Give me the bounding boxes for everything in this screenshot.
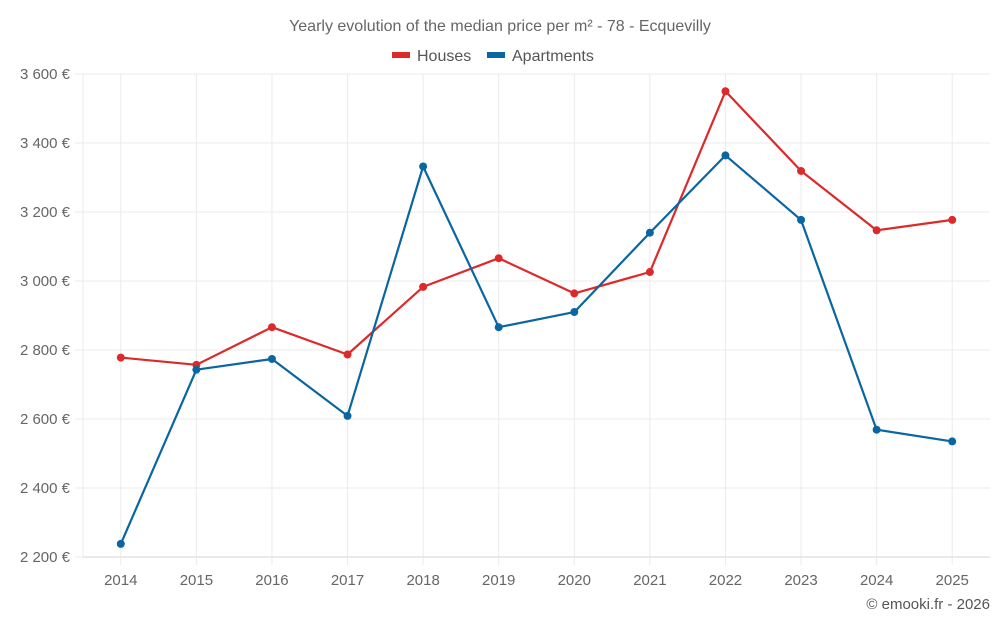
x-tick-label: 2014 xyxy=(104,572,137,589)
data-point-houses-2018[interactable] xyxy=(419,282,428,291)
data-point-houses-2017[interactable] xyxy=(343,350,352,359)
legend-label: Houses xyxy=(417,48,471,65)
x-tick-label: 2017 xyxy=(331,572,364,589)
y-tick-label: 3 200 € xyxy=(20,204,71,221)
x-tick-label: 2021 xyxy=(633,572,666,589)
x-tick-label: 2020 xyxy=(558,572,591,589)
data-point-houses-2014[interactable] xyxy=(116,353,125,362)
data-point-apartments-2016[interactable] xyxy=(267,354,276,363)
data-point-apartments-2018[interactable] xyxy=(419,162,428,171)
data-point-apartments-2021[interactable] xyxy=(645,228,654,237)
y-tick-label: 2 600 € xyxy=(20,411,71,428)
credit-text: © emooki.fr - 2026 xyxy=(866,596,990,613)
data-point-apartments-2024[interactable] xyxy=(872,425,881,434)
y-tick-label: 3 400 € xyxy=(20,135,71,152)
x-tick-label: 2018 xyxy=(406,572,439,589)
data-point-apartments-2019[interactable] xyxy=(494,323,503,332)
data-point-houses-2024[interactable] xyxy=(872,226,881,235)
chart-title: Yearly evolution of the median price per… xyxy=(289,18,711,35)
x-tick-label: 2022 xyxy=(709,572,742,589)
y-tick-label: 2 400 € xyxy=(20,480,71,497)
data-point-houses-2023[interactable] xyxy=(797,166,806,175)
x-tick-label: 2025 xyxy=(936,572,969,589)
data-point-apartments-2014[interactable] xyxy=(116,539,125,548)
data-point-apartments-2025[interactable] xyxy=(948,437,957,446)
data-point-houses-2019[interactable] xyxy=(494,254,503,263)
series-line-houses xyxy=(120,90,953,366)
legend: Houses Apartments xyxy=(392,48,594,65)
legend-item-apartments[interactable]: Apartments xyxy=(487,48,594,65)
data-point-houses-2020[interactable] xyxy=(570,289,579,298)
data-point-apartments-2017[interactable] xyxy=(343,411,352,420)
legend-item-houses[interactable]: Houses xyxy=(392,48,471,65)
legend-label: Apartments xyxy=(512,48,594,65)
y-tick-label: 2 200 € xyxy=(20,549,71,566)
x-tick-label: 2023 xyxy=(784,572,817,589)
data-point-apartments-2023[interactable] xyxy=(797,215,806,224)
x-tick-label: 2016 xyxy=(255,572,288,589)
x-tick-label: 2019 xyxy=(482,572,515,589)
y-tick-label: 3 600 € xyxy=(20,66,71,83)
legend-swatch xyxy=(392,52,410,58)
data-point-houses-2021[interactable] xyxy=(645,268,654,277)
series-line-apartments xyxy=(119,154,953,545)
grid xyxy=(82,73,990,557)
data-point-houses-2025[interactable] xyxy=(948,215,957,224)
data-point-houses-2016[interactable] xyxy=(267,323,276,332)
data-point-houses-2022[interactable] xyxy=(721,87,730,96)
data-point-apartments-2015[interactable] xyxy=(192,365,201,374)
y-axis: 2 200 € 2 400 € 2 600 € 2 800 € 3 000 € 3 200… xyxy=(20,66,83,566)
x-tick-label: 2015 xyxy=(180,572,213,589)
series xyxy=(116,87,957,548)
y-tick-label: 2 800 € xyxy=(20,342,71,359)
y-tick-label: 3 000 € xyxy=(20,273,71,290)
data-point-apartments-2022[interactable] xyxy=(721,151,730,160)
x-tick-label: 2024 xyxy=(860,572,893,589)
series-houses xyxy=(116,87,957,369)
series-apartments xyxy=(116,151,957,548)
x-axis: 2014 2015 2016 2017 2018 2019 2020 2021 2022 2023… xyxy=(83,556,990,589)
legend-swatch xyxy=(487,52,505,58)
data-point-apartments-2020[interactable] xyxy=(570,308,579,317)
